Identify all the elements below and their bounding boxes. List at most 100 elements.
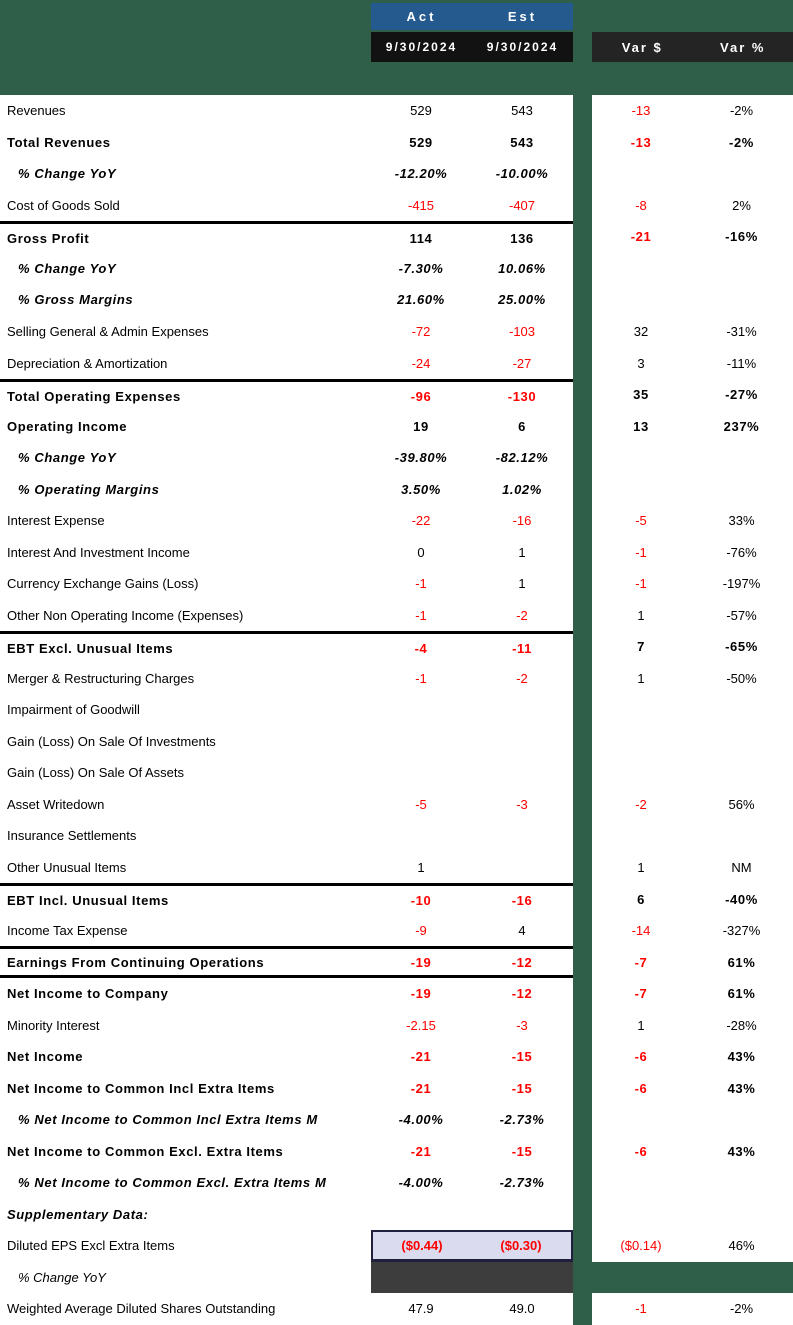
est-value-cell[interactable]: -103: [508, 323, 536, 339]
act-value-cell[interactable]: -10: [410, 893, 432, 909]
est-value-cell[interactable]: 4: [518, 923, 526, 939]
var-dollar-cell[interactable]: 3: [637, 355, 645, 371]
var-dollar-cell[interactable]: -1: [635, 544, 647, 560]
row-label-cell[interactable]: EBT Incl. Unusual Items: [7, 893, 169, 909]
row-label-cell[interactable]: Total Revenues: [7, 134, 111, 150]
est-value-cell[interactable]: -15: [511, 1080, 533, 1096]
var-dollar-cell[interactable]: 1: [637, 607, 645, 623]
est-value-cell[interactable]: -12: [511, 986, 533, 1002]
var-pct-cell[interactable]: 46%: [728, 1238, 755, 1254]
est-value-cell[interactable]: 49.0: [509, 1301, 535, 1317]
est-value-cell[interactable]: -130: [507, 388, 537, 404]
var-pct-cell[interactable]: 56%: [728, 796, 755, 812]
var-pct-cell[interactable]: [690, 1199, 793, 1231]
var-pct-cell[interactable]: 237%: [723, 418, 760, 434]
var-dollar-cell[interactable]: [592, 820, 690, 852]
act-value-cell[interactable]: 1: [417, 860, 425, 876]
row-label-cell[interactable]: % Gross Margins: [18, 292, 134, 308]
row-label-cell[interactable]: Selling General & Admin Expenses: [7, 323, 209, 339]
row-label-cell[interactable]: Supplementary Data:: [7, 1206, 149, 1222]
var-dollar-cell[interactable]: -8: [635, 197, 647, 213]
est-value-cell[interactable]: ($0.30): [471, 1230, 573, 1262]
act-value-cell[interactable]: ($0.44): [371, 1230, 471, 1262]
est-value-cell[interactable]: -2.73%: [499, 1112, 545, 1128]
var-pct-cell[interactable]: [690, 473, 793, 505]
act-value-cell[interactable]: -12.20%: [394, 166, 448, 182]
var-pct-cell[interactable]: [690, 284, 793, 316]
est-value-cell[interactable]: -15: [511, 1143, 533, 1159]
act-date-header[interactable]: 9/30/2024: [385, 40, 458, 54]
row-label-cell[interactable]: Minority Interest: [7, 1017, 100, 1033]
var-dollar-cell[interactable]: [592, 1199, 690, 1231]
act-value-cell[interactable]: -9: [415, 923, 427, 939]
var-pct-cell[interactable]: -40%: [725, 891, 758, 907]
est-value-cell[interactable]: -12: [511, 954, 533, 970]
var-pct-cell[interactable]: -65%: [725, 639, 758, 655]
act-value-cell[interactable]: -7.30%: [398, 260, 444, 276]
var-dollar-cell[interactable]: -6: [634, 1080, 648, 1096]
est-value-cell[interactable]: 543: [511, 103, 533, 119]
act-value-cell[interactable]: -1: [415, 670, 427, 686]
est-value-cell[interactable]: [471, 694, 573, 726]
var-dollar-cell[interactable]: -21: [630, 229, 652, 245]
row-label-cell[interactable]: Weighted Average Diluted Shares Outstand…: [7, 1301, 276, 1317]
est-value-cell[interactable]: [471, 820, 573, 852]
row-label-cell[interactable]: Net Income to Common Excl. Extra Items: [7, 1143, 284, 1159]
var-dollar-cell[interactable]: -7: [634, 954, 648, 970]
act-value-cell[interactable]: 114: [409, 230, 433, 246]
var-pct-cell[interactable]: -31%: [726, 323, 757, 339]
var-dollar-cell[interactable]: -1: [635, 1301, 647, 1317]
var-dollar-cell[interactable]: 35: [633, 387, 649, 403]
row-label-cell[interactable]: Asset Writedown: [7, 796, 105, 812]
row-label-cell[interactable]: Net Income to Company: [7, 986, 169, 1002]
row-label-cell[interactable]: Currency Exchange Gains (Loss): [7, 576, 199, 592]
var-pct-cell[interactable]: 2%: [732, 197, 751, 213]
row-label-cell[interactable]: % Operating Margins: [18, 481, 160, 497]
est-date-header[interactable]: 9/30/2024: [486, 40, 559, 54]
var-dollar-cell[interactable]: [592, 473, 690, 505]
act-value-cell[interactable]: -24: [411, 355, 431, 371]
est-value-cell[interactable]: -407: [508, 197, 536, 213]
act-value-cell[interactable]: [371, 1199, 471, 1231]
var-pct-cell[interactable]: -50%: [726, 670, 757, 686]
row-label-cell[interactable]: Interest Expense: [7, 513, 105, 529]
var-dollar-cell[interactable]: [592, 1104, 690, 1136]
var-dollar-cell[interactable]: ($0.14): [620, 1238, 662, 1254]
row-label-cell[interactable]: Diluted EPS Excl Extra Items: [7, 1238, 175, 1254]
est-value-cell[interactable]: -16: [512, 513, 532, 529]
var-dollar-cell[interactable]: [592, 442, 690, 474]
var-pct-cell[interactable]: [690, 158, 793, 190]
var-dollar-cell[interactable]: [592, 1262, 690, 1294]
act-value-cell[interactable]: -22: [411, 513, 431, 529]
act-value-cell[interactable]: 529: [410, 103, 432, 119]
row-label-cell[interactable]: Cost of Goods Sold: [7, 197, 120, 213]
row-label-cell[interactable]: Other Unusual Items: [7, 860, 127, 876]
var-dollar-cell[interactable]: -6: [634, 1049, 648, 1065]
est-value-cell[interactable]: 1.02%: [502, 481, 542, 497]
var-dollar-cell[interactable]: 32: [633, 323, 649, 339]
row-label-cell[interactable]: Net Income to Common Incl Extra Items: [7, 1080, 275, 1096]
row-label-cell[interactable]: Interest And Investment Income: [7, 544, 190, 560]
row-label-cell[interactable]: Gain (Loss) On Sale Of Investments: [7, 733, 216, 749]
est-value-cell[interactable]: 136: [510, 230, 534, 246]
row-label-cell[interactable]: Other Non Operating Income (Expenses): [7, 607, 244, 623]
var-dollar-cell[interactable]: [592, 253, 690, 285]
row-label-cell[interactable]: Depreciation & Amortization: [7, 355, 168, 371]
var-pct-cell[interactable]: -2%: [729, 1301, 754, 1317]
var-pct-cell[interactable]: -57%: [726, 607, 757, 623]
act-value-cell[interactable]: 21.60%: [397, 292, 445, 308]
act-value-cell[interactable]: 47.9: [408, 1301, 434, 1317]
est-value-cell[interactable]: [471, 726, 573, 758]
est-value-cell[interactable]: -27: [512, 355, 532, 371]
act-value-cell[interactable]: [371, 1261, 471, 1294]
var-pct-cell[interactable]: NM: [731, 860, 752, 876]
var-pct-cell[interactable]: [690, 1167, 793, 1199]
row-label-cell[interactable]: % Change YoY: [18, 260, 117, 276]
var-dollar-cell[interactable]: [592, 726, 690, 758]
act-value-cell[interactable]: -4.00%: [398, 1175, 444, 1191]
var-pct-cell[interactable]: 61%: [727, 954, 756, 970]
var-pct-cell[interactable]: -27%: [725, 387, 758, 403]
act-value-cell[interactable]: [371, 757, 471, 789]
act-column-header[interactable]: Act: [406, 9, 437, 24]
var-dollar-cell[interactable]: [592, 694, 690, 726]
